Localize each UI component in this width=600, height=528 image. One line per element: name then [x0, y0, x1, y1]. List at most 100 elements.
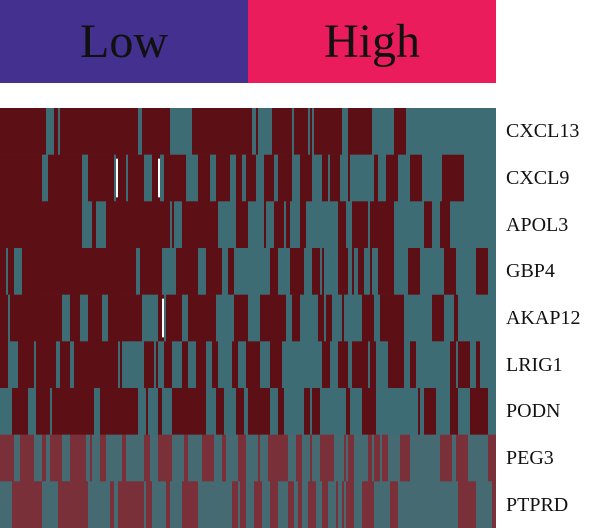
heatmap-cell-peg3-113 — [226, 434, 231, 482]
heatmap-cell-akap12-126 — [252, 294, 259, 342]
heatmap-cell-ptprd-122 — [244, 481, 247, 528]
heatmap-cell-peg3-173 — [346, 434, 349, 482]
heatmap-cell-podn-24 — [48, 388, 51, 435]
group-high-cell: High — [248, 0, 496, 83]
heatmap-cell-akap12-236 — [472, 294, 477, 342]
heatmap-cell-gbp4-103 — [206, 248, 215, 295]
heatmap-cell-podn-112 — [224, 388, 233, 435]
heatmap-cell-gbp4-182 — [364, 248, 371, 295]
heatmap-cell-peg3-89 — [178, 434, 185, 482]
heatmap-cell-cxcl13-171 — [342, 108, 349, 155]
heatmap-cell-gbp4-31 — [62, 248, 65, 295]
heatmap-cell-apol3-176 — [352, 201, 355, 249]
heatmap-cell-ptprd-6 — [12, 481, 17, 528]
heatmap-cell-ptprd-88 — [176, 481, 183, 528]
heatmap-cell-lrig1-244 — [488, 341, 496, 389]
heatmap-cell-ptprd-44 — [88, 481, 91, 528]
heatmap-cell-akap12-229 — [458, 294, 463, 342]
heatmap-cell-gbp4-114 — [228, 248, 231, 295]
heatmap-cell-gbp4-3 — [6, 248, 9, 295]
heatmap-cell-akap12-79 — [158, 294, 165, 342]
heatmap-cell-peg3-184 — [368, 434, 373, 482]
heatmap-cell-akap12-9 — [18, 294, 25, 342]
heatmap-cell-cxcl9-165 — [330, 154, 335, 202]
heatmap-cell-podn-90 — [180, 388, 185, 435]
heatmap-cell-cxcl9-246 — [492, 154, 496, 202]
heatmap-cell-akap12-243 — [486, 294, 496, 342]
heatmap-cell-ptprd-59 — [118, 481, 127, 528]
heatmap-cell-cxcl13-176 — [352, 108, 361, 155]
heatmap-cell-apol3-69 — [138, 201, 141, 249]
heatmap-cell-lrig1-207 — [414, 341, 417, 389]
heatmap-cell-podn-230 — [460, 388, 471, 435]
heatmap-cell-ptprd-131 — [262, 481, 265, 528]
heatmap-cell-cxcl13-140 — [280, 108, 283, 155]
heatmap-cell-akap12-113 — [226, 294, 235, 342]
heatmap-cell-lrig1-130 — [260, 341, 263, 389]
heatmap-cell-lrig1-93 — [186, 341, 189, 389]
heatmap-cell-apol3-97 — [194, 201, 197, 249]
heatmap-cell-gbp4-50 — [100, 248, 105, 295]
heatmap-cell-ptprd-158 — [316, 481, 323, 528]
heatmap-cell-akap12-121 — [242, 294, 249, 342]
heatmap-cell-podn-205 — [410, 388, 413, 435]
heatmap-cell-apol3-51 — [102, 201, 107, 249]
heatmap-cell-cxcl9-80 — [160, 154, 165, 202]
heatmap-cell-gbp4-41 — [82, 248, 87, 295]
heatmap-cell-peg3-96 — [192, 434, 201, 482]
heatmap-cell-cxcl13-122 — [244, 108, 253, 155]
heatmap-cell-gbp4-0 — [0, 248, 7, 295]
heatmap-cell-podn-235 — [470, 388, 481, 435]
heatmap-cell-cxcl13-197 — [394, 108, 407, 155]
heatmap-cell-peg3-181 — [362, 434, 369, 482]
heatmap-cell-gbp4-53 — [106, 248, 109, 295]
heatmap-cell-akap12-222 — [444, 294, 455, 342]
heatmap-cell-podn-53 — [106, 388, 115, 435]
heatmap-cell-peg3-43 — [86, 434, 91, 482]
heatmap-cell-lrig1-47 — [94, 341, 103, 389]
heatmap-cell-podn-78 — [156, 388, 159, 435]
heatmap-cell-cxcl13-29 — [58, 108, 61, 155]
heatmap-cell-podn-14 — [28, 388, 37, 435]
heatmap-cell-podn-107 — [214, 388, 217, 435]
heatmap-cell-cxcl13-211 — [422, 108, 435, 155]
heatmap-cell-gbp4-247 — [494, 248, 496, 295]
heatmap-cell-peg3-63 — [126, 434, 133, 482]
heatmap-cell-lrig1-16 — [32, 341, 35, 389]
heatmap-cell-lrig1-194 — [388, 341, 393, 389]
heatmap-cell-lrig1-32 — [64, 341, 71, 389]
heatmap-cell-peg3-172 — [344, 434, 347, 482]
heatmap-cell-apol3-177 — [354, 201, 359, 249]
heatmap-cell-akap12-231 — [462, 294, 473, 342]
heatmap-cell-cxcl9-139 — [278, 154, 281, 202]
heatmap-cell-peg3-46 — [92, 434, 97, 482]
heatmap-cell-podn-156 — [312, 388, 317, 435]
heatmap-cell-cxcl9-237 — [474, 154, 483, 202]
heatmap-cell-gbp4-70 — [140, 248, 143, 295]
heatmap-cell-cxcl9-20 — [40, 154, 43, 202]
heatmap-cell-peg3-150 — [300, 434, 303, 482]
heatmap-cell-ptprd-154 — [308, 481, 317, 528]
heatmap-cell-gbp4-37 — [74, 248, 77, 295]
heatmap-cell-akap12-242 — [484, 294, 487, 342]
heatmap-cell-ptprd-243 — [486, 481, 493, 528]
heatmap-cell-cxcl9-50 — [100, 154, 103, 202]
heatmap-cell-ptprd-130 — [260, 481, 263, 528]
heatmap-cell-gbp4-33 — [66, 248, 75, 295]
heatmap-cell-cxcl9-205 — [410, 154, 415, 202]
heatmap-cell-peg3-0 — [0, 434, 7, 482]
heatmap-cell-apol3-166 — [332, 201, 339, 249]
heatmap-cell-gbp4-199 — [398, 248, 409, 295]
heatmap-cell-apol3-208 — [416, 201, 425, 249]
heatmap-cell-cxcl13-217 — [434, 108, 441, 155]
heatmap-cell-lrig1-19 — [38, 341, 47, 389]
heatmap-cell-apol3-106 — [212, 201, 219, 249]
heatmap-cell-ptprd-135 — [270, 481, 275, 528]
heatmap-cell-cxcl13-22 — [44, 108, 47, 155]
heatmap-cell-cxcl13-156 — [312, 108, 315, 155]
heatmap-cell-podn-50 — [100, 388, 107, 435]
heatmap-cell-cxcl13-146 — [292, 108, 295, 155]
heatmap-cell-lrig1-109 — [218, 341, 221, 389]
heatmap-cell-peg3-93 — [186, 434, 189, 482]
heatmap-cell-lrig1-51 — [102, 341, 111, 389]
